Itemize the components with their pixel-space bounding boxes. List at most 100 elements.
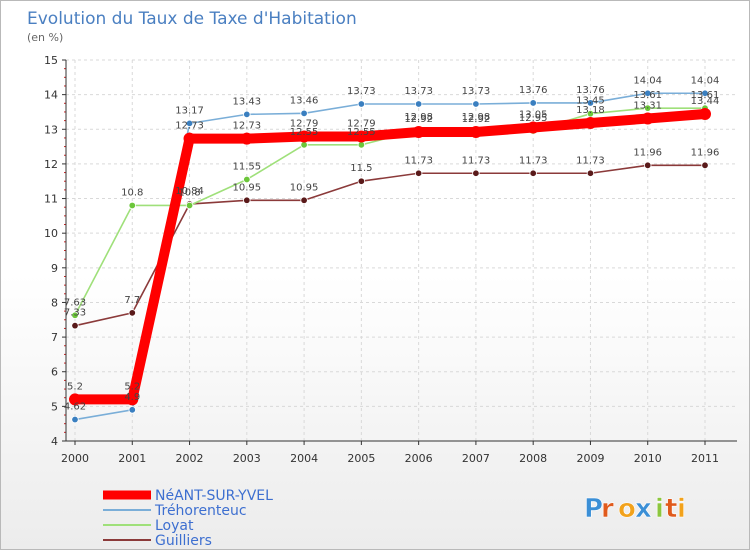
chart-title: Evolution du Taux de Taxe d'Habitation (27, 9, 357, 29)
series-3-point (701, 161, 709, 169)
data-label: 11.73 (519, 155, 548, 166)
series-0-point (355, 130, 368, 143)
series-2-point (300, 141, 308, 149)
data-label: 13.76 (519, 85, 548, 96)
series-0-point (240, 132, 253, 145)
data-label: 4.9 (124, 392, 140, 403)
x-tick-label: 2011 (691, 452, 719, 465)
data-label: 12.55 (290, 127, 319, 138)
logo-letter: x (635, 494, 652, 524)
series-2-point (644, 104, 652, 112)
data-label: 12.92 (404, 114, 433, 125)
series-3-point (414, 169, 423, 177)
logo-letter: r (601, 494, 614, 524)
legend-label: Tréhorenteuc (154, 503, 247, 519)
series-3-point (300, 196, 308, 204)
y-tick-label: 14 (44, 89, 58, 102)
data-label: 12.79 (290, 119, 319, 130)
data-label: 11.55 (232, 161, 261, 172)
series-3-point (128, 309, 136, 317)
x-tick-label: 2003 (233, 452, 261, 465)
data-label: 10.95 (290, 182, 319, 193)
series-2-point (357, 141, 366, 149)
series-0-point (298, 130, 311, 143)
data-label: 11.5 (350, 163, 372, 174)
series-1-point (357, 100, 366, 108)
y-tick-label: 4 (51, 435, 58, 448)
series-1-point (128, 406, 136, 414)
data-label: 5.2 (124, 381, 140, 392)
data-label: 13.44 (691, 96, 720, 107)
y-tick-label: 5 (51, 400, 58, 413)
x-tick-label: 2000 (61, 452, 89, 465)
data-label: 13.61 (633, 90, 662, 101)
y-tick-label: 13 (44, 123, 58, 136)
series-0-point (641, 112, 654, 125)
x-tick-label: 2005 (347, 452, 375, 465)
data-label: 11.96 (633, 147, 662, 158)
y-tick-label: 10 (44, 227, 58, 240)
legend-label: Guilliers (155, 533, 212, 549)
data-label: 11.73 (576, 155, 605, 166)
data-label: 7.63 (64, 297, 86, 308)
series-lines (69, 89, 711, 424)
series-0-point (469, 126, 482, 139)
series-1-point (529, 99, 537, 107)
data-label: 13.31 (633, 101, 662, 112)
data-label: 10.95 (232, 182, 261, 193)
data-labels: 5.2 5.2 12.73 12.73 12.79 12.79 12.92 12.92 13.0… (64, 75, 719, 412)
series-1-point (701, 89, 709, 97)
data-label: 11.73 (404, 155, 433, 166)
data-label: 7.33 (64, 308, 86, 319)
series-line-0 (70, 109, 710, 405)
series-2-point (128, 201, 136, 210)
series-0-point (126, 393, 139, 406)
logo-letter: o (618, 494, 636, 524)
data-label: 13.43 (232, 96, 261, 107)
series-0-point (527, 121, 540, 134)
grid-lines (66, 59, 737, 442)
y-tick-label: 6 (51, 366, 58, 379)
data-label: 10.8 (121, 187, 143, 198)
data-label: 14.04 (633, 75, 662, 86)
data-label: 12.73 (175, 121, 204, 132)
data-label: 13.73 (404, 86, 433, 97)
series-line-3 (74, 164, 706, 327)
y-tick-label: 9 (51, 262, 58, 275)
series-0-point (412, 126, 425, 139)
data-label: 12.73 (232, 121, 261, 132)
series-1-point (185, 119, 194, 128)
series-3-point (243, 196, 251, 204)
data-label: 12.95 (519, 113, 548, 124)
series-3-point (529, 169, 537, 177)
series-3-point (644, 161, 652, 169)
series-1-point (71, 415, 79, 424)
y-tick-label: 7 (51, 331, 58, 344)
data-label: 12.79 (347, 119, 376, 130)
series-1-point (414, 100, 423, 108)
data-label: 12.92 (462, 114, 491, 125)
series-1-point (644, 89, 652, 97)
data-label: 13.73 (462, 86, 491, 97)
y-tick-label: 8 (51, 296, 58, 309)
y-tick-label: 15 (44, 54, 58, 67)
data-label: 10.84 (175, 186, 204, 197)
data-label: 12.55 (347, 127, 376, 138)
series-1-point (243, 110, 251, 119)
x-tick-label: 2002 (176, 452, 204, 465)
series-3-point (586, 169, 595, 177)
x-tick-label: 2007 (462, 452, 490, 465)
data-label: 13.73 (347, 86, 376, 97)
data-label: 7.7 (124, 295, 140, 306)
data-label: 13.05 (519, 110, 548, 121)
data-label: 12.98 (404, 112, 433, 123)
series-1-point (300, 109, 308, 118)
y-tick-label: 12 (44, 158, 58, 171)
series-2-point (71, 311, 79, 319)
series-3-point (357, 177, 366, 185)
axes: 4 5 6 7 8 9 10 11 12 13 14 15 2000 2001 2002 2003 2004 20… (44, 54, 737, 465)
logo-letter: i (655, 494, 664, 524)
